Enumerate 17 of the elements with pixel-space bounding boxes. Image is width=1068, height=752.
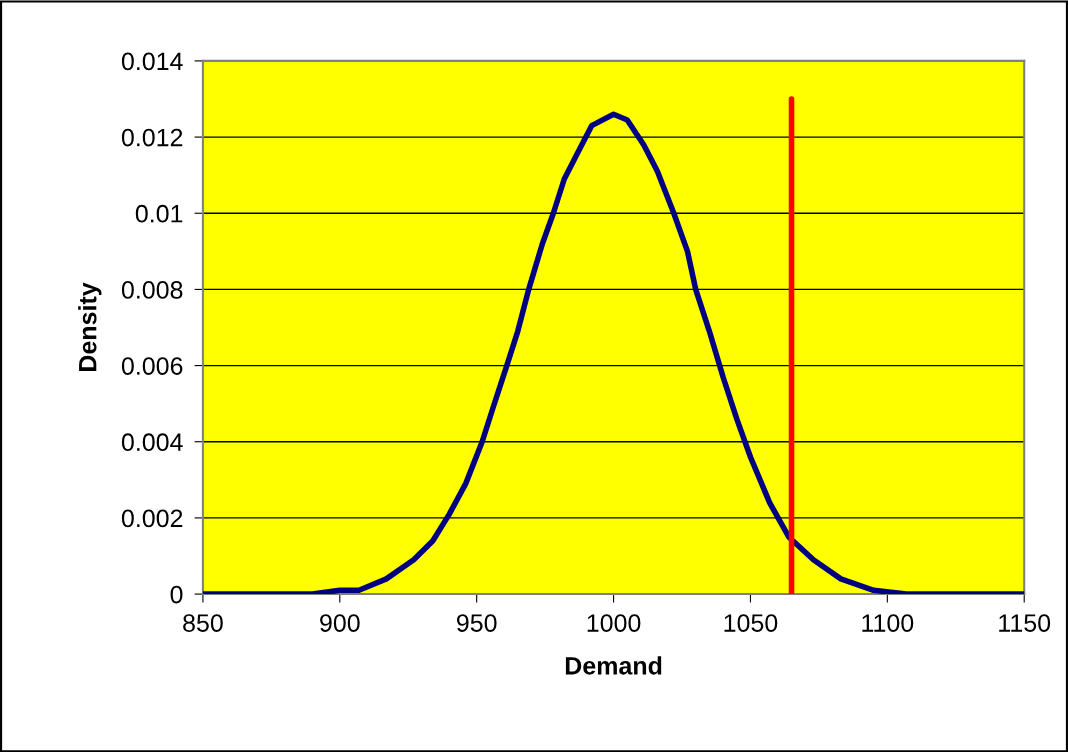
x-tick-label: 850 — [183, 614, 223, 632]
y-tick-label: 0.012 — [121, 128, 183, 147]
x-tick-label: 1100 — [862, 614, 914, 632]
y-tick-label: 0 — [170, 585, 183, 604]
x-tick-label: 900 — [320, 614, 360, 632]
y-tick-label: 0.01 — [135, 204, 183, 223]
y-tick-label: 0.008 — [121, 281, 183, 299]
x-axis-title: Demand — [565, 656, 662, 675]
y-tick-label: 0.014 — [121, 52, 183, 71]
y-axis-title: Density — [78, 282, 102, 371]
y-tick-label: 0.004 — [121, 433, 183, 452]
x-tick-label: 1150 — [999, 614, 1051, 632]
x-tick-label: 950 — [457, 614, 497, 632]
x-tick-label: 1000 — [587, 614, 641, 632]
y-tick-label: 0.006 — [121, 357, 183, 375]
x-tick-label: 1050 — [724, 614, 778, 632]
y-tick-label: 0.002 — [121, 509, 183, 528]
